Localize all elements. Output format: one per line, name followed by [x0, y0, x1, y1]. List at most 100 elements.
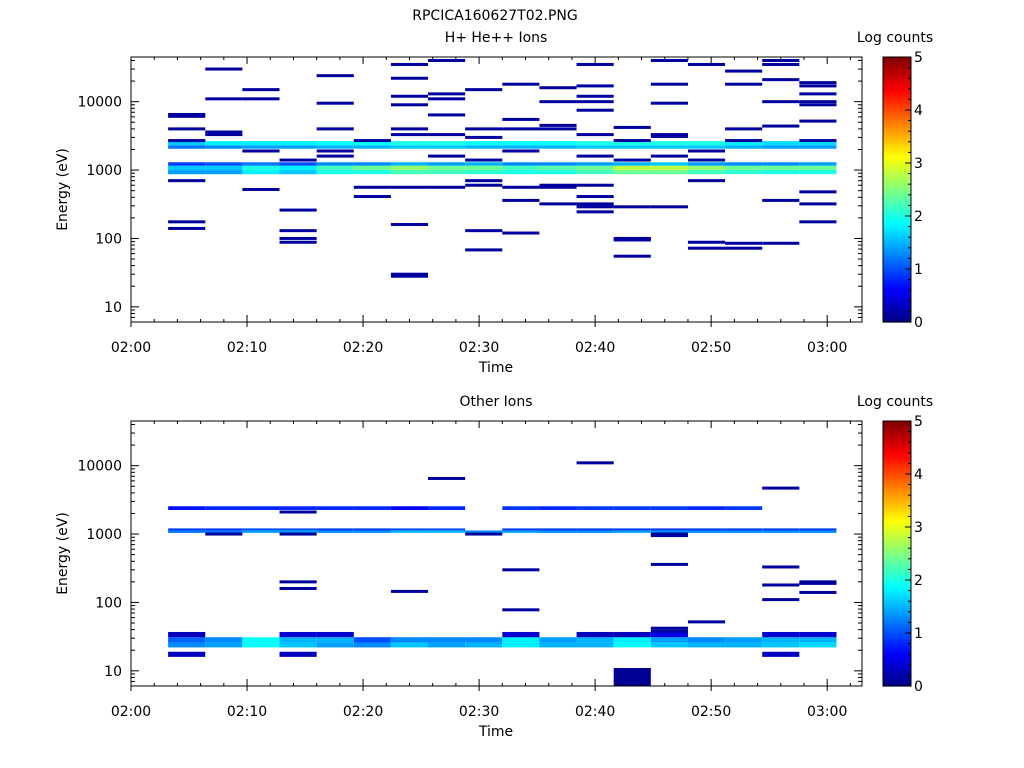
heatmap-cell	[799, 145, 837, 149]
colorbar-swatch	[883, 438, 911, 442]
heatmap-cell	[168, 220, 206, 224]
heatmap-cell	[465, 183, 503, 187]
heatmap-cell	[390, 76, 429, 80]
heatmap-cell	[279, 510, 317, 514]
heatmap-cell	[725, 139, 763, 143]
heatmap-cell	[576, 145, 614, 149]
colorbar-swatch	[883, 677, 911, 680]
colorbar-swatch	[883, 251, 911, 255]
colorbar-tick-label: 0	[914, 679, 923, 695]
colorbar-swatch	[883, 509, 911, 513]
heatmap-cell	[353, 185, 391, 189]
colorbar-swatch	[883, 110, 911, 113]
colorbar-swatch	[883, 136, 911, 140]
colorbar-swatch	[883, 189, 911, 193]
heatmap-cell	[725, 528, 763, 531]
colorbar-swatch	[883, 493, 911, 497]
heatmap-cell	[353, 642, 391, 648]
heatmap-cell	[799, 119, 837, 123]
heatmap-cell	[576, 162, 614, 166]
heatmap-cell	[725, 141, 763, 146]
colorbar-swatch	[883, 500, 911, 504]
heatmap-cell	[205, 637, 243, 643]
heatmap-cell	[576, 506, 614, 510]
colorbar-swatch	[883, 196, 911, 199]
colorbar-swatch	[883, 151, 911, 155]
colorbar-swatch	[883, 295, 911, 299]
heatmap-cell	[428, 97, 466, 101]
heatmap-cell	[799, 81, 837, 85]
heatmap-cell	[316, 162, 354, 166]
colorbar-swatch	[883, 460, 911, 464]
heatmap-cell	[502, 141, 540, 146]
colorbar-swatch	[883, 511, 911, 515]
heatmap-cell	[168, 631, 206, 638]
y-tick-label: 10000	[77, 95, 122, 111]
heatmap-cell	[168, 165, 206, 171]
heatmap-cell	[316, 530, 354, 533]
heatmap-cell	[316, 141, 354, 146]
colorbar-swatch	[883, 617, 911, 621]
heatmap-cell	[390, 506, 429, 510]
colorbar-swatch	[883, 540, 911, 544]
heatmap-cell	[353, 141, 391, 146]
heatmap-cell	[576, 528, 614, 531]
colorbar-swatch	[883, 633, 911, 636]
colorbar-swatch	[883, 202, 911, 206]
heatmap-cell	[687, 170, 726, 175]
colorbar-swatch	[883, 489, 911, 493]
x-tick-label: 02:20	[343, 340, 383, 356]
colorbar-swatch	[883, 266, 911, 270]
colorbar-swatch	[883, 474, 911, 477]
heatmap-cell	[799, 103, 837, 107]
heatmap-cell	[390, 62, 429, 66]
heatmap-cell	[650, 82, 688, 86]
heatmap-cell	[762, 100, 800, 104]
heatmap-cell	[539, 528, 577, 531]
colorbar-swatch	[883, 269, 911, 272]
colorbar-swatch	[883, 308, 911, 312]
colorbar-tick-label: 0	[914, 315, 923, 331]
colorbar-swatch	[883, 156, 911, 160]
colorbar-swatch	[883, 127, 911, 131]
colorbar-swatch	[883, 657, 911, 661]
colorbar-swatch	[883, 606, 911, 610]
heatmap-cell	[576, 461, 614, 465]
heatmap-cell	[613, 667, 651, 686]
colorbar-swatch	[883, 630, 911, 634]
heatmap-cell	[502, 642, 540, 648]
heatmap-cell	[390, 103, 429, 107]
colorbar-swatch	[883, 81, 911, 85]
heatmap-cell	[799, 530, 837, 533]
colorbar-swatch	[883, 608, 911, 612]
heatmap-cell	[576, 642, 614, 648]
colorbar-swatch	[883, 134, 911, 138]
heatmap-cell	[428, 141, 466, 146]
colorbar-swatch	[883, 599, 911, 603]
heatmap-cell	[799, 637, 837, 643]
colorbar-swatch	[883, 619, 911, 623]
top-panel-h-he-ions: 02:00 02:10 02:20 02:30 02:40 02:50 03:0010100…	[55, 30, 933, 376]
colorbar-swatch	[883, 456, 911, 460]
heatmap-cell	[205, 532, 243, 536]
colorbar-swatch	[883, 280, 911, 283]
heatmap-cell	[316, 127, 354, 131]
heatmap-cell	[242, 637, 280, 643]
heatmap-cell	[205, 530, 243, 533]
colorbar-swatch	[883, 498, 911, 502]
heatmap-cell	[279, 236, 317, 240]
heatmap-cell	[725, 530, 763, 533]
heatmap-cell	[650, 562, 688, 566]
colorbar-swatch	[883, 593, 911, 597]
heatmap-cell	[428, 92, 466, 96]
heatmap-cell	[502, 198, 540, 202]
colorbar-swatch	[883, 286, 911, 290]
heatmap-cell	[650, 534, 688, 538]
heatmap-cell	[428, 185, 466, 189]
heatmap-cell	[613, 530, 651, 533]
heatmap-cell	[390, 274, 429, 278]
heatmap-cell	[762, 565, 800, 569]
heatmap-cell	[613, 170, 651, 175]
heatmap-cell	[762, 162, 800, 166]
heatmap-cell	[613, 238, 651, 242]
